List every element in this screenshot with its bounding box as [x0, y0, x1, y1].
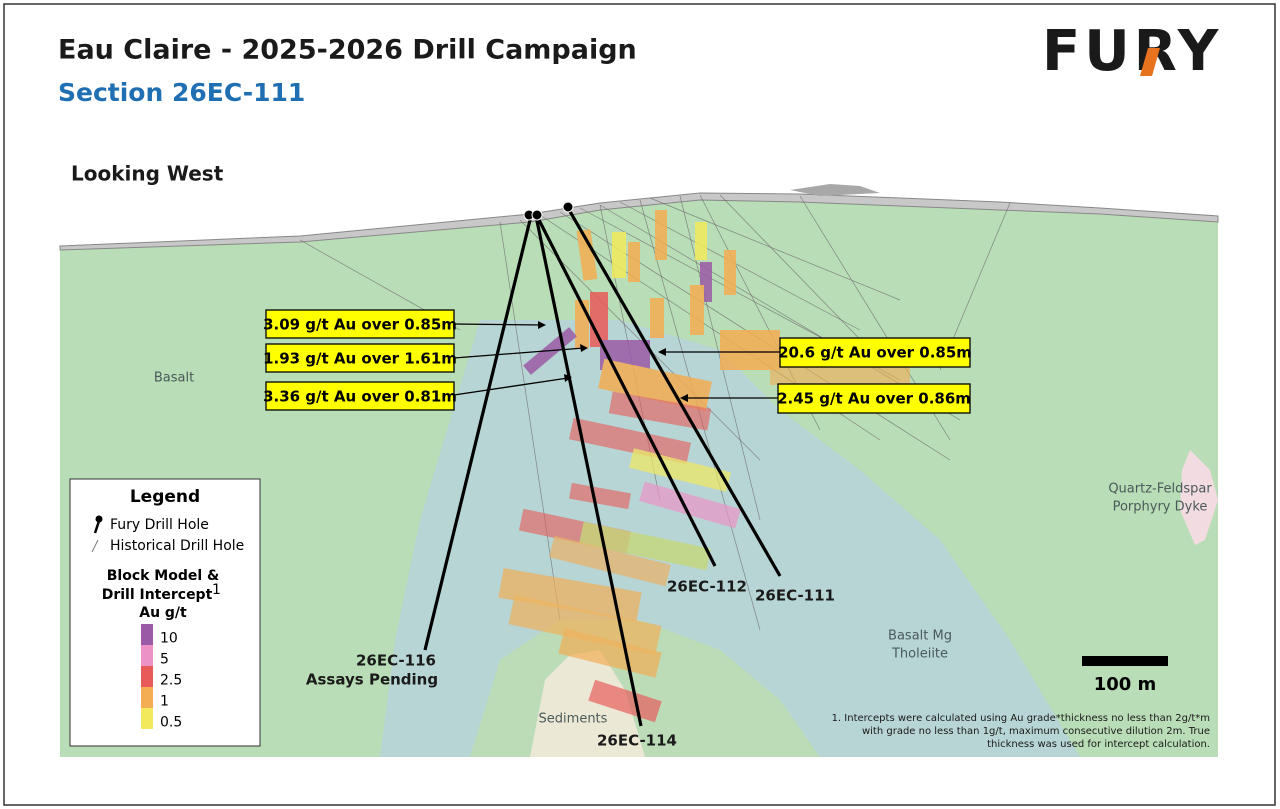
subtitle: Section 26EC-111	[58, 78, 305, 107]
arrow	[453, 347, 585, 359]
callout-text: 1.93 g/t Au over 1.61m	[263, 350, 457, 368]
drill-hole-116	[423, 215, 533, 651]
legend-unit: Au g/t	[139, 605, 187, 621]
arrowhead	[564, 374, 572, 382]
drill-hole-111	[566, 207, 782, 577]
title: Eau Claire - 2025-2026 Drill Campaign	[58, 35, 637, 66]
scale-label: 100 m	[1094, 674, 1157, 695]
legend-subtitle: Block Model &	[107, 568, 220, 584]
legend: Legend Fury Drill Hole Historical Drill …	[69, 478, 261, 747]
block	[569, 482, 631, 510]
legend-grade: 0.5	[160, 715, 182, 731]
block	[549, 535, 671, 587]
arrowhead	[580, 344, 588, 352]
legend-swatch	[141, 645, 153, 666]
hole-label: 26EC-112	[667, 578, 747, 596]
legend-swatch	[141, 666, 153, 687]
collar	[562, 201, 574, 213]
legend-swatch	[141, 624, 153, 645]
block	[588, 679, 662, 723]
legend-fury-icon	[93, 520, 101, 534]
legend-grade: 5	[160, 652, 169, 668]
legend-label: Fury Drill Hole	[110, 517, 209, 533]
callout-text: 20.6 g/t Au over 0.85m	[778, 344, 972, 362]
callout-box	[265, 309, 455, 339]
drill-hole-112	[536, 217, 717, 567]
legend-footnote-mark: 1	[212, 582, 221, 598]
historical-hole	[719, 194, 881, 361]
hole-label: 26EC-114	[597, 732, 677, 750]
legend-swatch	[141, 687, 153, 708]
arrowhead	[680, 394, 688, 402]
drill-hole-114	[534, 215, 643, 727]
block	[590, 292, 608, 347]
block	[724, 250, 736, 295]
callout-text: 3.09 g/t Au over 0.85m	[263, 316, 457, 334]
hole-label: Assays Pending	[306, 671, 438, 689]
logo: FURY	[1042, 19, 1222, 84]
arrow	[453, 323, 543, 326]
topo-ridge	[790, 184, 880, 196]
legend-subtitle: Drill Intercept	[102, 587, 213, 603]
arrowhead	[538, 321, 546, 329]
collar	[531, 209, 543, 221]
legend-historical-icon	[91, 539, 99, 553]
rock-label: Basalt Mg	[888, 629, 952, 644]
scale-bar	[1082, 656, 1168, 666]
footnote: with grade no less than 1g/t, maximum co…	[862, 726, 1210, 737]
rock-label: Porphyry Dyke	[1113, 500, 1208, 515]
block	[695, 222, 707, 260]
rock-label: Tholeiite	[891, 647, 948, 662]
intercepts: 3.09 g/t Au over 0.85m 1.93 g/t Au over …	[263, 309, 972, 414]
rock-label: Quartz-Feldspar	[1108, 482, 1212, 497]
rock-label: Sediments	[539, 712, 608, 727]
callout-box	[777, 383, 971, 414]
rock-label: Basalt	[154, 371, 194, 386]
block	[498, 568, 642, 622]
arrowhead	[658, 348, 666, 356]
legend-box	[69, 478, 261, 747]
historical-hole	[649, 197, 901, 301]
legend-swatch	[141, 708, 153, 729]
hole-label: 26EC-111	[755, 587, 835, 605]
block	[690, 285, 704, 335]
topography	[59, 192, 1219, 251]
dyke-area	[1180, 450, 1218, 545]
legend-title: Legend	[130, 487, 200, 507]
legend-fury-icon	[95, 515, 103, 523]
legend-grade: 2.5	[160, 673, 182, 689]
block	[650, 298, 664, 338]
block	[558, 628, 662, 678]
hole-label: 26EC-116	[356, 652, 436, 670]
fury-holes	[423, 201, 782, 727]
legend-grade: 10	[160, 631, 178, 647]
logo-accent	[1140, 48, 1160, 76]
block	[612, 232, 626, 278]
legend-label: Historical Drill Hole	[110, 538, 244, 554]
sediments-area	[530, 650, 645, 757]
arrow	[453, 377, 569, 396]
legend-grade: 1	[160, 694, 169, 710]
callout-box	[265, 381, 455, 411]
block	[608, 391, 712, 431]
block	[579, 521, 711, 571]
callout-box	[779, 337, 971, 368]
block	[576, 229, 598, 281]
block	[629, 448, 731, 492]
footnote: 1. Intercepts were calculated using Au g…	[832, 713, 1210, 724]
view-direction: Looking West	[71, 162, 224, 186]
block	[639, 481, 741, 529]
callout-box	[265, 343, 455, 373]
block	[569, 417, 691, 465]
callout-text: 3.36 g/t Au over 0.81m	[263, 388, 457, 406]
footnote: thickness was used for intercept calcula…	[987, 739, 1210, 750]
callout-text: 2.45 g/t Au over 0.86m	[777, 390, 971, 408]
block	[628, 242, 640, 282]
block	[655, 210, 667, 260]
